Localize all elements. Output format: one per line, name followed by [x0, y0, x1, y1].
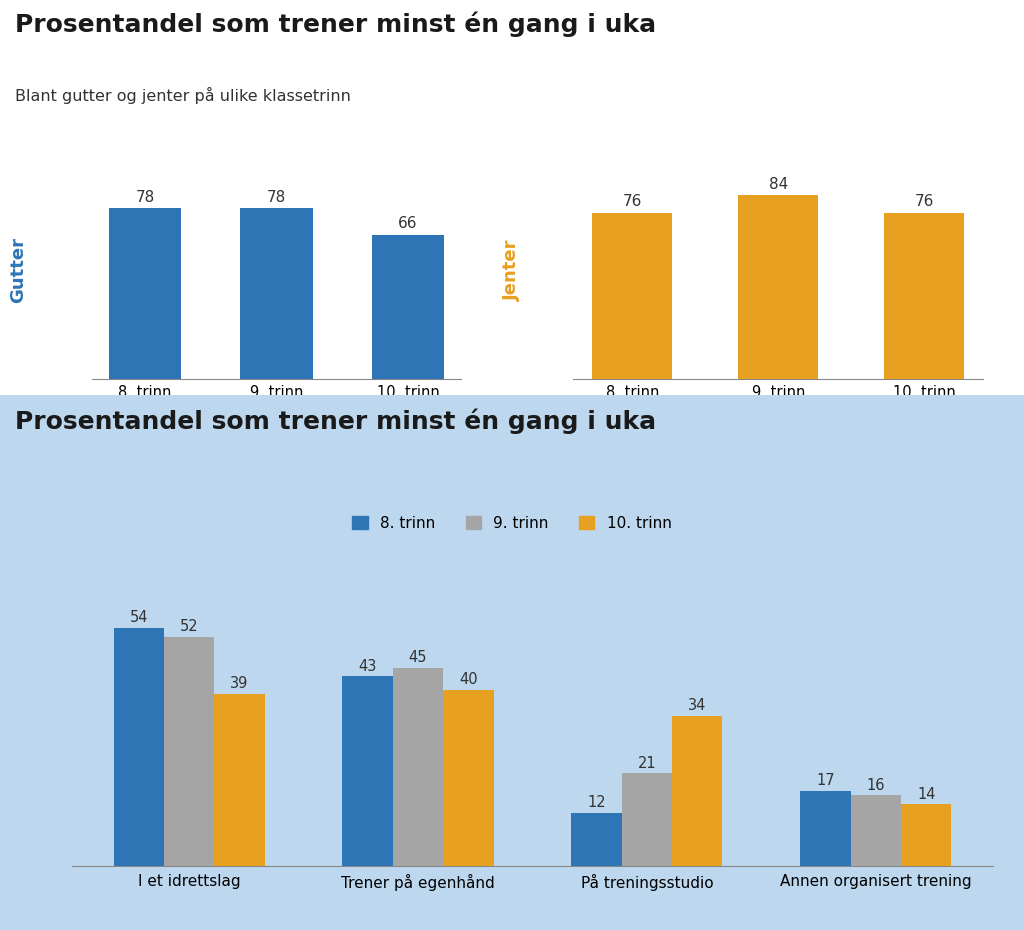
- Text: Prosentandel som trener minst én gang i uka: Prosentandel som trener minst én gang i …: [15, 408, 656, 434]
- Bar: [801, 790, 851, 866]
- Text: 12: 12: [587, 795, 606, 810]
- Bar: [571, 813, 622, 866]
- Bar: [109, 208, 181, 379]
- Bar: [114, 628, 164, 866]
- Bar: [164, 637, 214, 866]
- Bar: [901, 804, 951, 866]
- Bar: [851, 795, 901, 866]
- Text: 16: 16: [866, 777, 885, 792]
- Bar: [738, 195, 818, 379]
- Bar: [372, 234, 444, 379]
- Text: 54: 54: [129, 610, 148, 625]
- Bar: [214, 694, 264, 866]
- Text: 84: 84: [769, 177, 787, 192]
- Bar: [342, 676, 393, 866]
- Text: 40: 40: [459, 672, 478, 687]
- Text: 34: 34: [688, 698, 707, 713]
- Bar: [443, 690, 494, 866]
- Text: 52: 52: [180, 619, 199, 634]
- Text: Prosentandel som trener minst én gang i uka: Prosentandel som trener minst én gang i …: [15, 12, 656, 37]
- Text: 66: 66: [398, 217, 418, 232]
- Text: 76: 76: [914, 194, 934, 209]
- Text: Gutter: Gutter: [9, 237, 28, 303]
- Bar: [393, 668, 443, 866]
- Text: 39: 39: [230, 676, 249, 691]
- Text: Jenter: Jenter: [503, 239, 521, 300]
- Text: 78: 78: [135, 190, 155, 205]
- Text: 43: 43: [358, 658, 377, 674]
- Bar: [672, 716, 723, 866]
- Text: 45: 45: [409, 650, 427, 665]
- Legend: 8. trinn, 9. trinn, 10. trinn: 8. trinn, 9. trinn, 10. trinn: [346, 510, 678, 537]
- Text: 17: 17: [816, 774, 835, 789]
- Bar: [622, 774, 672, 866]
- Text: 14: 14: [916, 787, 936, 802]
- Text: Blant gutter og jenter på ulike klassetrinn: Blant gutter og jenter på ulike klassetr…: [15, 87, 351, 104]
- Bar: [592, 213, 673, 379]
- Text: 21: 21: [638, 756, 656, 771]
- Bar: [241, 208, 312, 379]
- Text: 78: 78: [267, 190, 286, 205]
- Text: 76: 76: [623, 194, 642, 209]
- Bar: [884, 213, 965, 379]
